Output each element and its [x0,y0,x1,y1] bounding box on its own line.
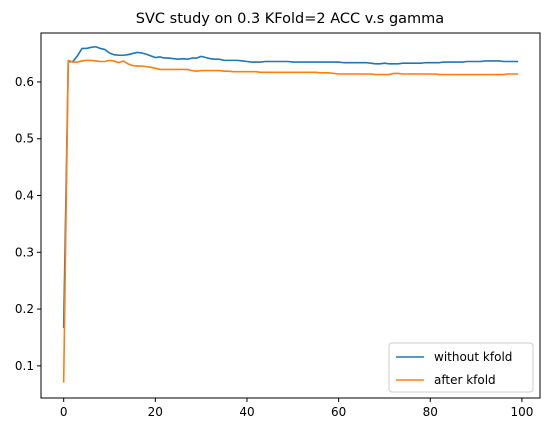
x-tick-label: 80 [423,405,438,419]
y-tick-label: 0.4 [15,189,34,203]
x-tick-label: 20 [148,405,163,419]
legend-label-after-kfold: after kfold [434,373,496,387]
axes-layer: 0 20 40 60 80 100 0.1 0.2 0.3 0.4 0.5 0.6 [15,75,533,419]
y-tick-label: 0.3 [15,245,34,259]
series-line-without-kfold [62,45,519,329]
series-line-after-kfold [62,59,519,383]
legend-box [388,342,534,393]
chart-title: SVC study on 0.3 KFold=2 ACC v.s gamma [136,11,444,27]
x-tick-label: 100 [510,405,533,419]
y-tick-label: 0.6 [15,75,34,89]
x-tick-label: 40 [239,405,254,419]
x-tick-label: 60 [331,405,346,419]
y-tick-label: 0.1 [15,359,34,373]
y-tick-label: 0.5 [15,132,34,146]
legend: without kfold after kfold [388,342,534,393]
legend-label-without-kfold: without kfold [434,350,512,364]
plot-area [41,33,540,398]
x-tick-label: 0 [60,405,68,419]
series-layer [62,45,519,383]
plot-frame [40,32,541,399]
y-tick-label: 0.2 [15,302,34,316]
